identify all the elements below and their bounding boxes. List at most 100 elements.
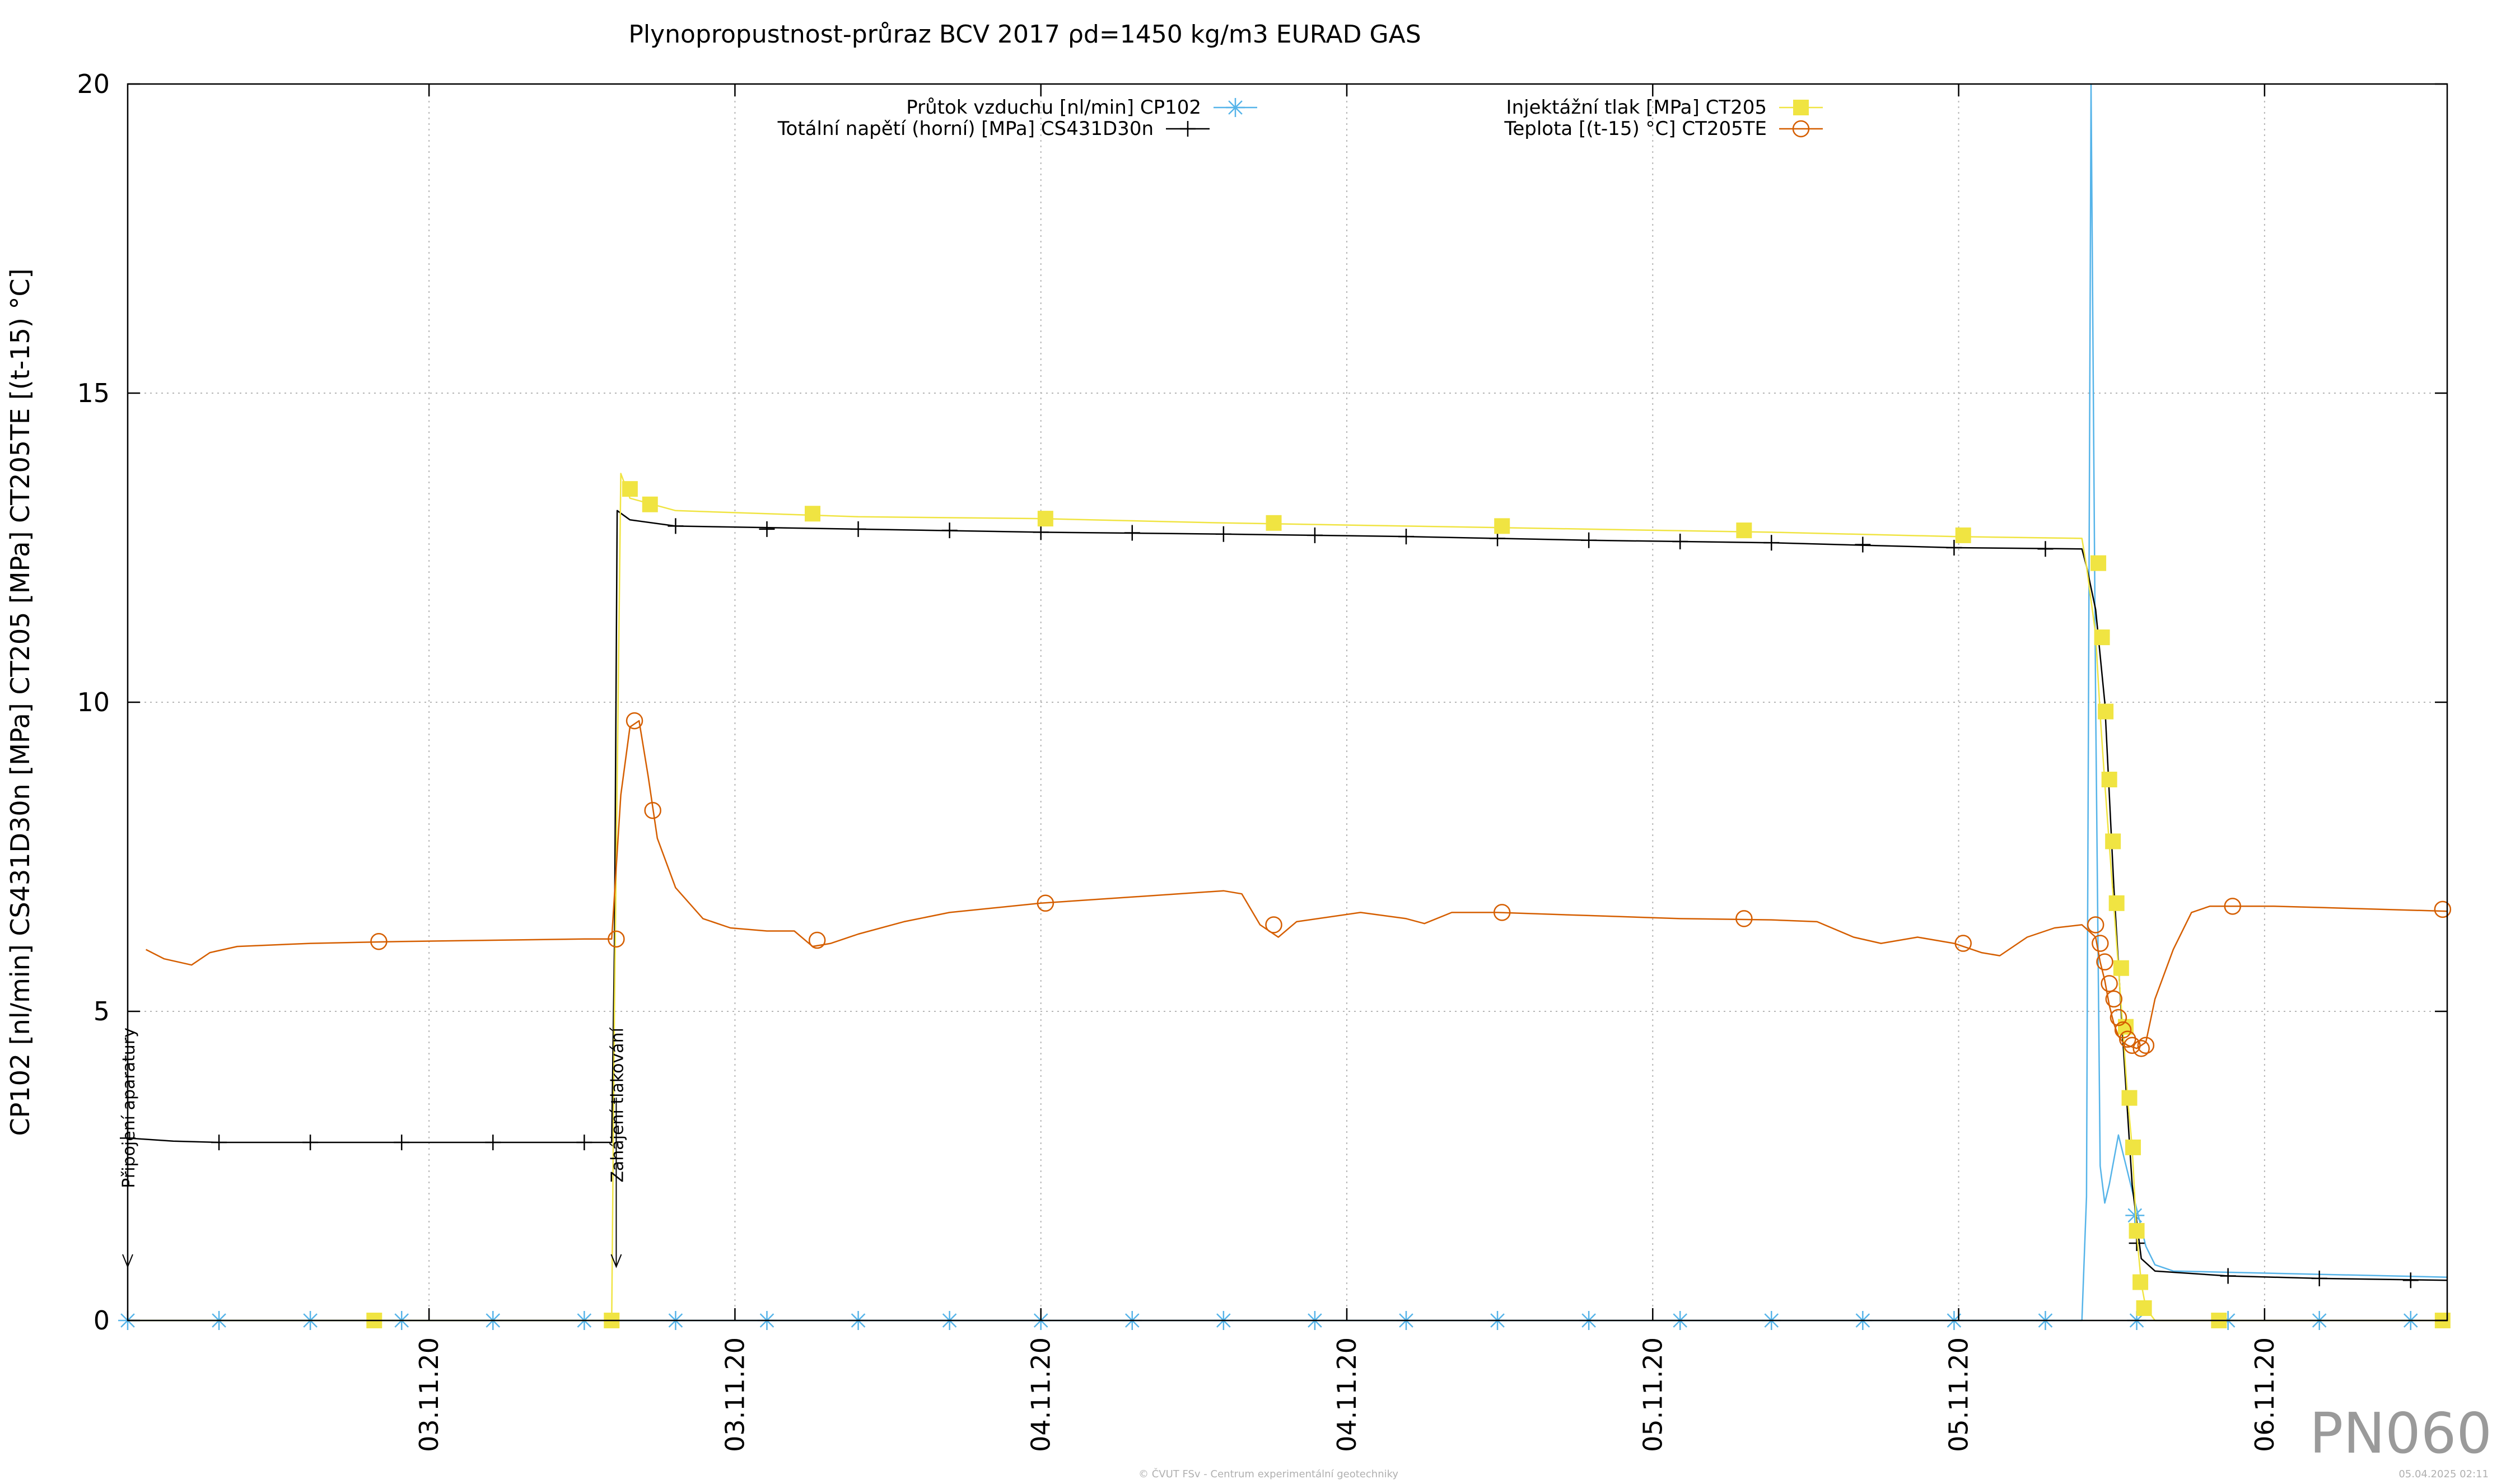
data-point [850,521,866,537]
y-tick-label: 0 [94,1305,110,1336]
data-point [1266,515,1282,531]
data-point [2087,916,2104,934]
data-point [642,496,658,512]
data-point [668,518,684,534]
annotations: Připojení aparatury Zahájení tlakování [119,1026,627,1268]
data-point [2220,1268,2236,1284]
data-point [2108,895,2125,911]
data-point [1763,535,1780,551]
data-point [941,522,958,539]
series-line [128,473,2447,1322]
footer-copyright: © ČVUT FSv - Centrum experimentální geot… [1138,1468,1398,1480]
data-point [1037,511,1053,527]
data-point [2137,1037,2155,1054]
watermark: PN060 [2309,1401,2492,1466]
data-point [2101,975,2118,992]
data-point [2037,541,2054,557]
y-axis-label: CP102 [nl/min] CS431D30n [MPa] CT205 [MP… [5,268,35,1136]
data-point [759,521,775,537]
data-point [1037,894,1054,912]
data-point [1855,536,1871,553]
data-point [1124,525,1140,541]
data-point [370,932,388,950]
legend-label: Injektážní tlak [MPa] CT205 [1506,96,1767,119]
x-tick-label: 06.11.20 [2250,1337,2280,1452]
data-point [302,1135,319,1151]
data-point [2098,703,2114,720]
data-point [2136,1300,2152,1316]
data-point [1946,540,1962,556]
series-layer [118,83,2452,1330]
y-tick-label: 20 [77,69,110,99]
legend-swatch-marker [1180,121,1196,137]
data-point [1954,935,1972,952]
data-point [1581,532,1597,548]
data-point [394,1135,410,1151]
data-point [2101,772,2117,787]
data-point [622,481,638,497]
data-point [1493,904,1511,921]
series-3 [146,712,2452,1057]
data-point [2124,1037,2141,1054]
annotation-label: Připojení aparatury [119,1028,139,1188]
data-point [2132,1039,2150,1057]
data-point [805,506,821,522]
legend-swatch-marker [1792,120,1810,138]
y-tick-label: 10 [77,687,110,717]
data-point [1265,916,1282,934]
series-line [128,83,2448,1322]
data-point [2114,1021,2132,1039]
footer-timestamp: 05.04.2025 02:11 [2398,1468,2489,1480]
legend-entry: Teplota [(t-15) °C] CT205TE [1504,118,1823,140]
data-point [2105,833,2121,850]
data-point [1955,527,1971,543]
data-point [2224,898,2242,915]
data-point [2402,1272,2419,1289]
data-point [1033,524,1049,540]
data-point [1735,910,1753,927]
grid [128,84,2447,1320]
data-point [2121,1090,2138,1106]
legend-entry: Průtok vzduchu [nl/min] CP102 [906,96,1257,119]
data-point [1672,533,1688,549]
data-point [644,801,661,819]
legend-swatch-marker [1226,98,1245,117]
annotation: Připojení aparatury [119,1028,139,1268]
chart-title: Plynopropustnost-průraz BCV 2017 ρd=1450… [628,20,1421,49]
x-tick-label: 05.11.20 [1944,1337,1974,1452]
data-point [2096,953,2113,970]
annotation-label: Zahájení tlakování [608,1026,627,1182]
data-point [1494,518,1510,534]
data-point [2434,900,2452,918]
x-tick-label: 04.11.20 [1026,1337,1056,1452]
data-point [211,1135,227,1151]
data-point [2092,935,2109,952]
data-point [2132,1274,2149,1290]
data-point [2119,1030,2136,1048]
legend-entry: Totální napětí (horní) [MPa] CS431D30n [777,118,1210,140]
data-point [2311,1270,2327,1286]
annotation: Zahájení tlakování [608,1026,627,1268]
x-tick-label: 03.11.20 [720,1337,750,1452]
data-point [608,930,625,948]
y-tick-label: 15 [77,378,110,408]
data-point [1306,527,1323,543]
data-point [576,1135,592,1151]
data-point [2113,960,2129,976]
x-tick-label: 03.11.20 [414,1337,444,1452]
legend-label: Teplota [(t-15) °C] CT205TE [1504,118,1767,140]
data-point [1398,529,1414,545]
data-point [2125,1139,2141,1155]
data-point [1215,526,1231,542]
x-tick-label: 04.11.20 [1332,1337,1362,1452]
y-tick-label: 5 [94,996,110,1026]
axis-ticks: 0 5 10 15 20 03.11.20 03.11.20 04.11.20 04.11.20… [77,69,2447,1452]
data-point [2090,555,2107,571]
data-point [808,931,826,949]
x-tick-label: 05.11.20 [1637,1337,1668,1452]
data-point [626,712,643,730]
legend-label: Totální napětí (horní) [MPa] CS431D30n [777,118,1154,140]
data-point [2105,990,2123,1008]
